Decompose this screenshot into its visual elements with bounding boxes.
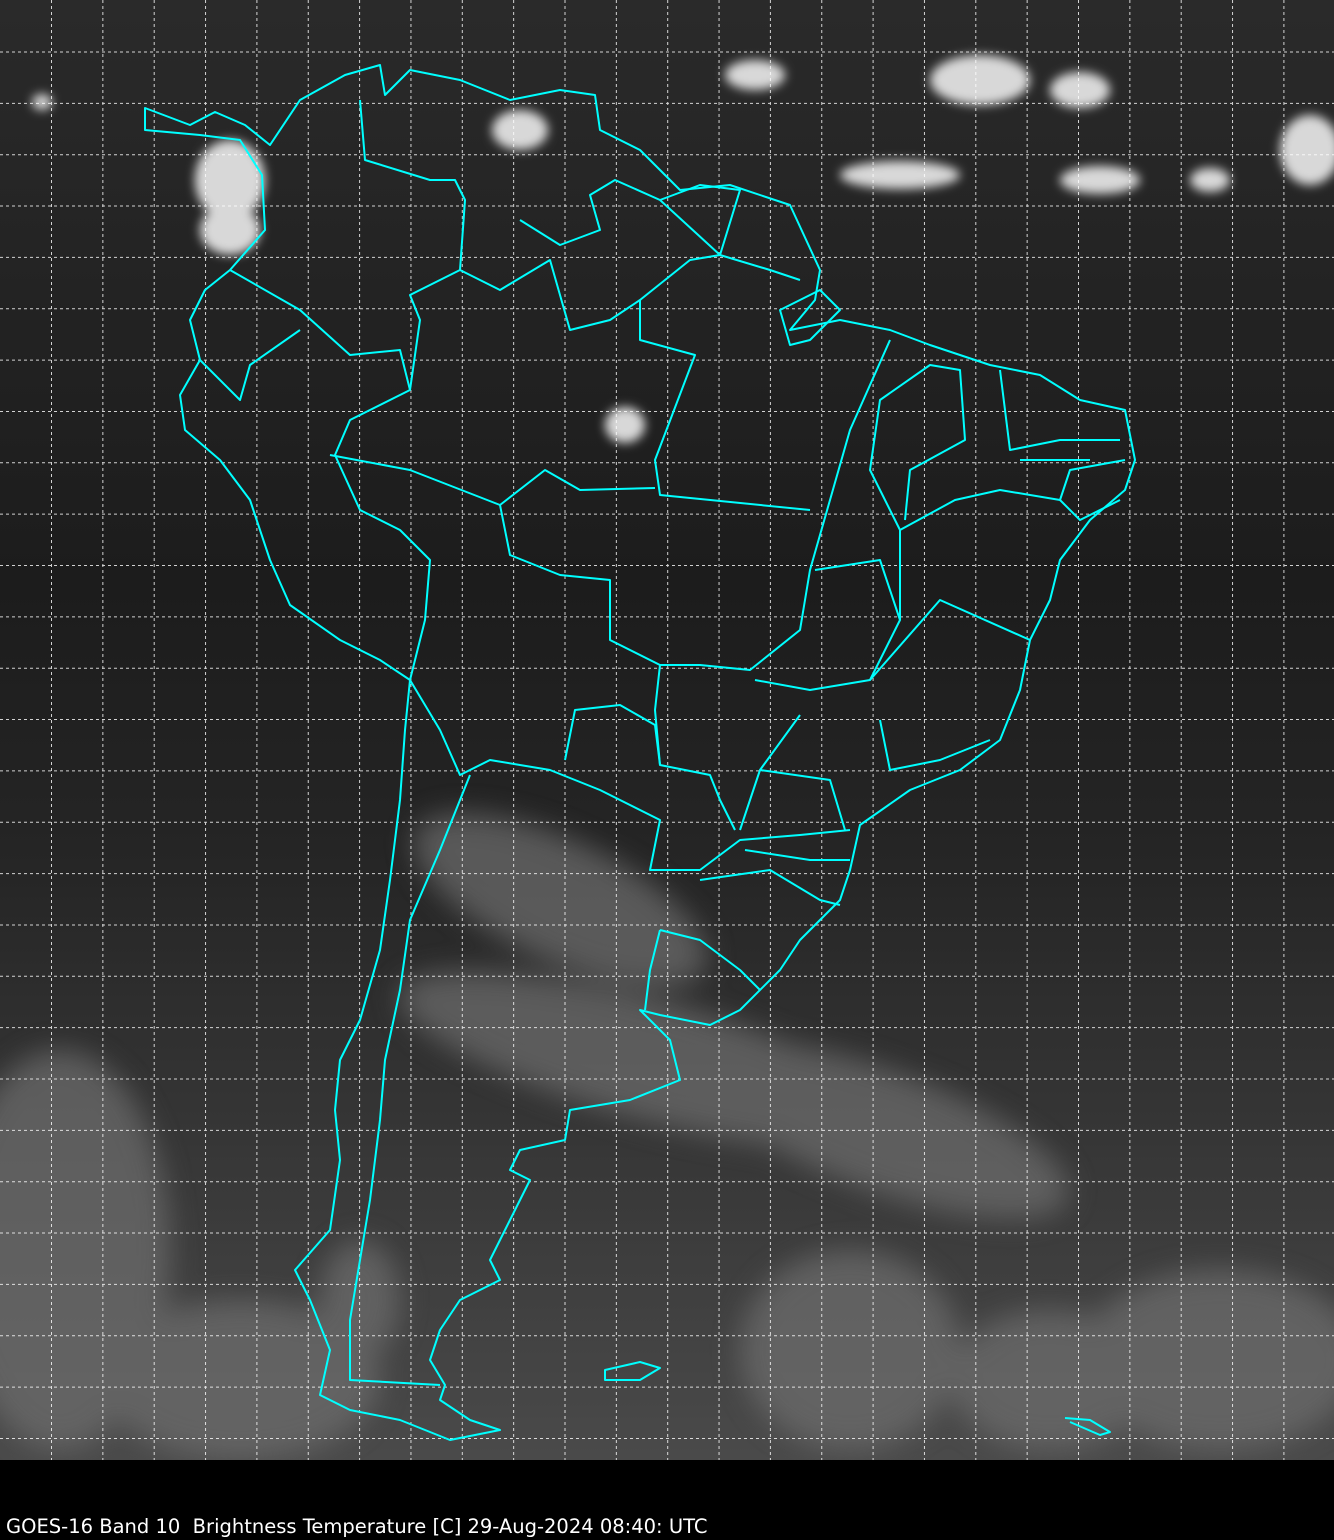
boundary bbox=[329, 454, 656, 506]
island bbox=[604, 1361, 661, 1381]
boundary bbox=[409, 679, 851, 871]
island bbox=[1064, 1417, 1111, 1436]
lat-lon-grid bbox=[0, 0, 1334, 1460]
boundary bbox=[359, 99, 466, 391]
boundary bbox=[499, 339, 891, 671]
cloud-features bbox=[0, 55, 1334, 1460]
satellite-map bbox=[0, 0, 1334, 1460]
boundary bbox=[999, 369, 1121, 521]
boundary bbox=[654, 664, 661, 766]
boundary bbox=[639, 300, 811, 511]
image-caption: GOES-16 Band 10 Brightness Temperature [… bbox=[6, 1515, 708, 1538]
boundary bbox=[699, 849, 850, 906]
country-state-boundaries bbox=[144, 64, 1136, 1441]
boundary bbox=[814, 364, 1031, 681]
imagery-background bbox=[0, 0, 1334, 1460]
boundary bbox=[459, 179, 721, 331]
island bbox=[779, 289, 841, 346]
boundary bbox=[349, 774, 471, 1386]
boundary bbox=[199, 329, 301, 401]
boundary bbox=[659, 184, 801, 281]
boundary bbox=[644, 929, 761, 1011]
boundary bbox=[754, 459, 1126, 691]
boundary bbox=[739, 714, 991, 831]
